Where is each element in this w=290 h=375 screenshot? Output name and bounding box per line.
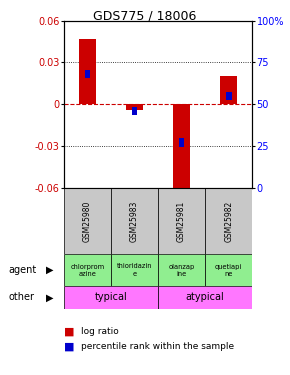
Bar	[111, 255, 158, 285]
Text: GSM25982: GSM25982	[224, 201, 233, 242]
Text: log ratio: log ratio	[81, 327, 119, 336]
Bar	[173, 104, 190, 195]
Text: other: other	[9, 292, 35, 303]
Bar	[111, 188, 158, 255]
Text: ■: ■	[64, 342, 74, 352]
Text: GSM25983: GSM25983	[130, 200, 139, 242]
Text: agent: agent	[9, 265, 37, 275]
Text: ▶: ▶	[46, 292, 53, 303]
Bar	[179, 138, 184, 147]
Bar	[85, 70, 90, 78]
Bar	[205, 188, 252, 255]
Bar	[126, 104, 143, 110]
Text: GDS775 / 18006: GDS775 / 18006	[93, 9, 197, 22]
Bar	[205, 255, 252, 285]
Bar	[64, 285, 158, 309]
Text: percentile rank within the sample: percentile rank within the sample	[81, 342, 234, 351]
Text: GSM25981: GSM25981	[177, 201, 186, 242]
Bar	[158, 285, 252, 309]
Text: GSM25980: GSM25980	[83, 200, 92, 242]
Bar	[79, 39, 96, 104]
Bar	[158, 188, 205, 255]
Bar	[226, 92, 231, 100]
Text: atypical: atypical	[186, 292, 224, 303]
Text: chlorprom
azine: chlorprom azine	[70, 264, 104, 276]
Text: olanzap
ine: olanzap ine	[168, 264, 195, 276]
Bar	[64, 255, 111, 285]
Bar	[64, 188, 111, 255]
Text: thioridazin
e: thioridazin e	[117, 264, 152, 276]
Text: ■: ■	[64, 327, 74, 337]
Bar	[132, 106, 137, 115]
Text: quetiapi
ne: quetiapi ne	[215, 264, 242, 276]
Text: typical: typical	[95, 292, 127, 303]
Text: ▶: ▶	[46, 265, 53, 275]
Bar	[220, 76, 237, 104]
Bar	[158, 255, 205, 285]
